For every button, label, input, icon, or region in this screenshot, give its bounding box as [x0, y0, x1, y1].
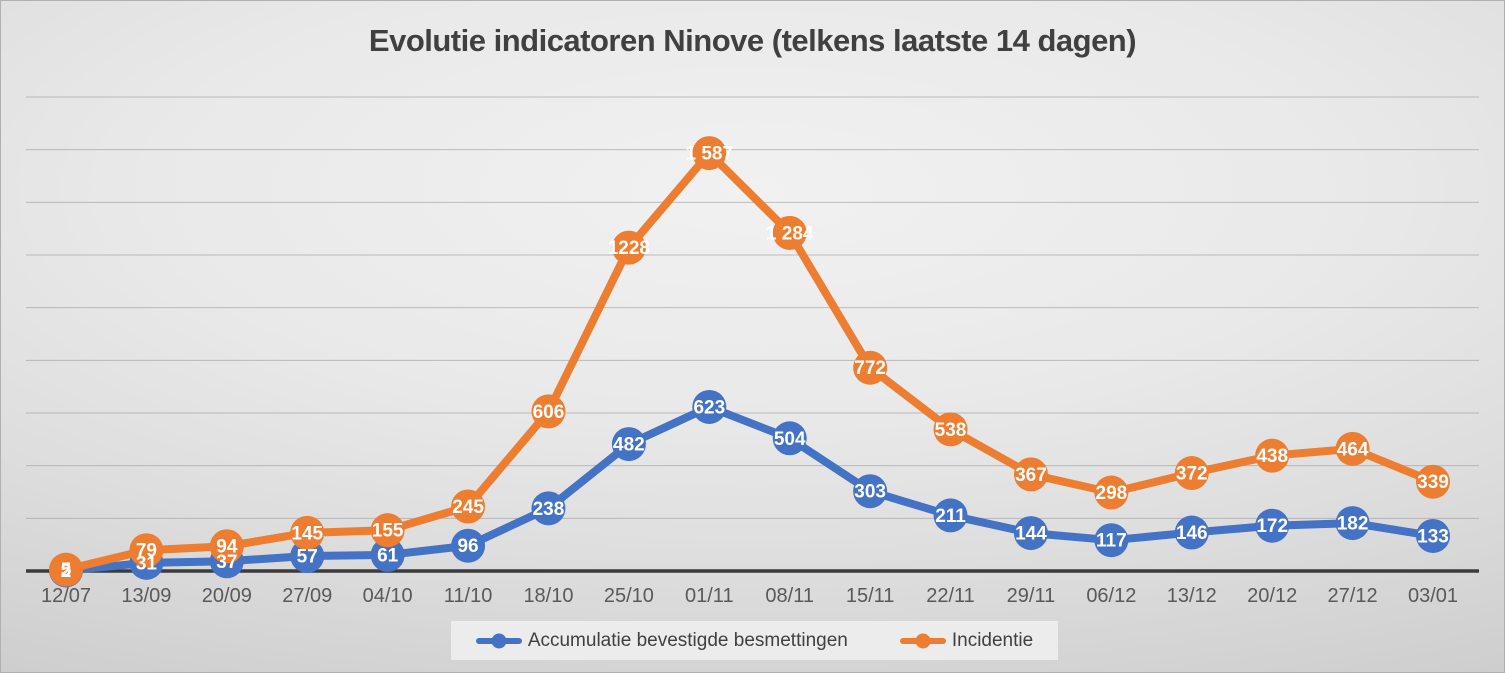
legend-label-accumulatie: Accumulatie bevestigde besmettingen — [527, 629, 848, 651]
data-point-label: 238 — [533, 499, 565, 520]
data-point-label: 155 — [372, 521, 404, 542]
data-point-marker — [853, 474, 888, 509]
x-axis-tick-label: 03/01 — [1408, 585, 1458, 607]
data-point-label: 464 — [1337, 439, 1369, 460]
x-axis-tick-label: 20/12 — [1247, 585, 1297, 607]
data-point-label: 94 — [216, 537, 238, 558]
data-point-label: 5 — [61, 560, 72, 581]
data-point-label: 372 — [1176, 464, 1208, 485]
data-point-marker — [370, 537, 405, 572]
data-point-label: 133 — [1417, 526, 1449, 547]
data-point-label: 144 — [1015, 524, 1047, 545]
x-axis-tick-label: 20/09 — [202, 585, 252, 607]
data-point-label: 482 — [613, 435, 645, 456]
data-point-label: 623 — [693, 397, 725, 418]
data-point-label: 146 — [1176, 523, 1208, 544]
legend-line-dot-icon — [475, 633, 522, 648]
data-point-label: 1228 — [608, 238, 650, 259]
data-point-marker — [49, 552, 83, 587]
data-point-marker — [772, 215, 807, 250]
data-point-label: 172 — [1256, 516, 1288, 537]
data-point-marker — [451, 528, 486, 563]
x-axis-tick-label: 29/11 — [1007, 585, 1056, 607]
data-point-marker — [692, 389, 727, 424]
data-point-label: 79 — [136, 541, 157, 562]
x-axis-tick-label: 04/10 — [363, 585, 413, 607]
data-point-label: 339 — [1417, 472, 1449, 493]
data-point-label: 1 284 — [766, 223, 814, 244]
data-point-marker — [129, 533, 164, 568]
series-line-1 — [62, 149, 1438, 574]
x-axis-tick-label: 01/11 — [685, 585, 734, 607]
data-point-marker — [611, 230, 646, 265]
data-point-marker — [290, 515, 325, 550]
data-point-label: 504 — [774, 429, 806, 450]
data-point-label: 37 — [216, 552, 237, 573]
x-axis-tick-label: 27/09 — [282, 585, 332, 607]
data-point-marker — [1335, 431, 1370, 466]
data-point-label: 538 — [935, 420, 967, 441]
data-point-marker — [692, 136, 727, 171]
data-point-label: 438 — [1256, 446, 1288, 467]
data-point-label: 117 — [1096, 531, 1127, 552]
data-point-label: 606 — [533, 402, 565, 423]
data-point-label: 211 — [935, 506, 966, 527]
data-point-label: 182 — [1337, 514, 1369, 535]
x-axis-tick-label: 11/10 — [444, 585, 493, 607]
data-point-label: 1 587 — [686, 144, 734, 165]
data-point-marker — [772, 421, 807, 456]
data-point-marker — [1174, 456, 1209, 491]
data-point-label: 96 — [457, 536, 478, 557]
data-point-label: 298 — [1096, 483, 1128, 504]
legend-line-dot-icon — [899, 633, 946, 648]
data-point-marker — [1174, 515, 1209, 550]
data-point-label: 772 — [854, 358, 886, 379]
data-point-label: 2 — [61, 561, 72, 582]
legend-item-incidentie: Incidentie — [899, 629, 1034, 652]
data-point-marker — [1416, 464, 1451, 499]
data-point-label: 57 — [297, 546, 318, 567]
legend-item-accumulatie: Accumulatie bevestigde besmettingen — [475, 629, 848, 652]
data-point-marker — [1335, 506, 1370, 541]
series-line-0 — [62, 402, 1438, 575]
data-point-marker — [611, 427, 646, 462]
x-axis-tick-label: 13/12 — [1167, 585, 1217, 607]
legend-label-incidentie: Incidentie — [951, 629, 1034, 651]
data-point-marker — [531, 491, 566, 526]
data-point-marker — [1094, 475, 1129, 510]
data-point-label: 145 — [291, 523, 323, 544]
x-axis-tick-label: 18/10 — [523, 585, 573, 607]
data-point-label: 61 — [377, 545, 399, 566]
data-point-marker — [853, 350, 888, 385]
x-axis-tick-label: 13/09 — [121, 585, 171, 607]
x-axis-tick-label: 06/12 — [1086, 585, 1136, 607]
x-axis-tick-label: 12/07 — [41, 585, 91, 607]
data-point-marker — [209, 529, 244, 564]
data-point-marker — [1416, 518, 1451, 553]
x-axis-tick-label: 25/10 — [604, 585, 654, 607]
data-point-marker — [1094, 523, 1129, 558]
data-point-marker — [451, 489, 486, 524]
data-point-marker — [933, 498, 968, 533]
legend: Accumulatie bevestigde besmettingen Inci… — [451, 621, 1058, 660]
x-axis-tick-label: 08/11 — [765, 585, 814, 607]
data-point-marker — [1013, 457, 1048, 492]
data-point-marker — [370, 513, 405, 548]
data-point-label: 367 — [1015, 465, 1047, 486]
data-point-marker — [1013, 516, 1048, 551]
chart-title: Evolutie indicatoren Ninove (telkens laa… — [368, 23, 1137, 58]
data-point-marker — [1255, 508, 1290, 543]
x-axis-tick-label: 27/12 — [1328, 585, 1378, 607]
data-point-label: 31 — [136, 553, 158, 574]
x-axis-tick-label: 15/11 — [846, 585, 895, 607]
data-point-marker — [933, 412, 968, 447]
x-axis-tick-label: 22/11 — [926, 585, 975, 607]
data-point-marker — [531, 394, 566, 429]
data-point-marker — [1255, 438, 1290, 473]
data-point-label: 245 — [452, 497, 484, 518]
data-point-label: 303 — [854, 482, 886, 503]
